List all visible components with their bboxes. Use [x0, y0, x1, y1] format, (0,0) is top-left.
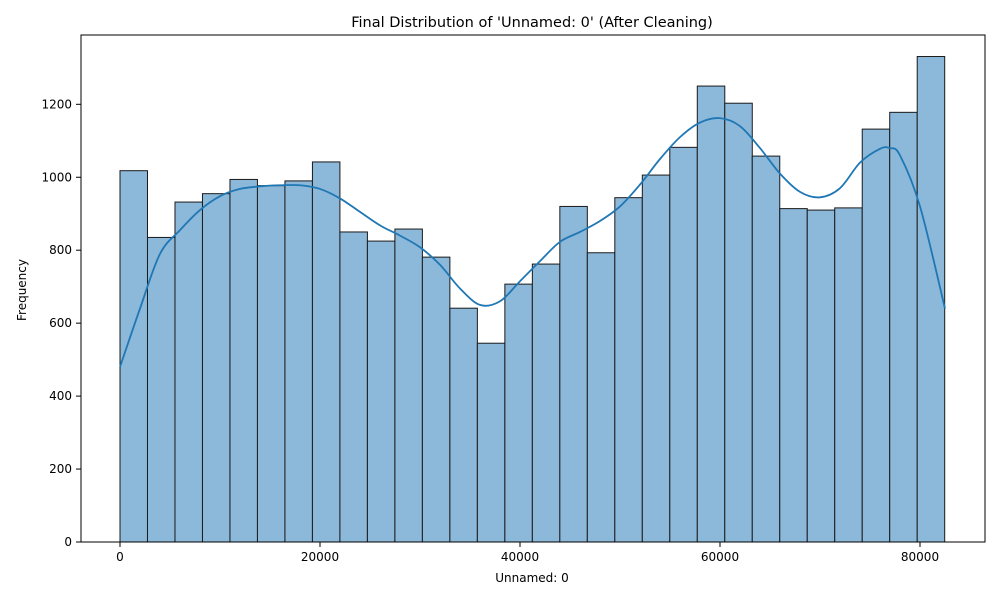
- kde-curve: [119, 117, 946, 368]
- histogram-bar: [476, 342, 506, 543]
- histogram-bar: [586, 252, 616, 543]
- y-tick-label: 1200: [41, 97, 72, 111]
- y-tick-label: 200: [49, 462, 72, 476]
- histogram-bar: [146, 236, 176, 543]
- y-tick-label: 400: [49, 389, 72, 403]
- x-axis-label: Unnamed: 0: [495, 571, 569, 585]
- histogram-bar: [366, 240, 396, 543]
- histogram-bar: [504, 283, 533, 543]
- histogram-bar: [751, 155, 781, 543]
- histogram-bars: [119, 56, 946, 543]
- x-tick-label: 0: [116, 550, 124, 564]
- x-tick-label: 80000: [901, 550, 939, 564]
- x-tick-label: 20000: [301, 550, 339, 564]
- histogram-bar: [256, 185, 286, 543]
- chart-title: Final Distribution of 'Unnamed: 0' (Afte…: [351, 15, 713, 31]
- histogram-bar: [174, 201, 203, 543]
- histogram-bar: [311, 161, 341, 543]
- histogram-bar: [229, 178, 258, 543]
- y-tick-label: 1000: [41, 170, 72, 184]
- y-axis-label: Frequency: [15, 259, 29, 321]
- histogram-bar: [201, 193, 231, 543]
- histogram-bar: [889, 111, 918, 543]
- histogram-bar: [394, 228, 423, 543]
- y-tick-label: 600: [49, 316, 72, 330]
- histogram-bar: [779, 208, 808, 543]
- histogram-bar: [421, 256, 451, 543]
- histogram-bar: [916, 56, 946, 543]
- y-tick-label: 800: [49, 243, 72, 257]
- histogram-bar: [559, 205, 588, 543]
- histogram-bar: [696, 85, 726, 543]
- histogram-bar: [641, 174, 671, 543]
- histogram-bar: [614, 197, 643, 543]
- histogram-bar: [449, 307, 478, 543]
- histogram-bar: [861, 128, 891, 543]
- histogram-bar: [834, 207, 863, 543]
- x-axis-ticks: 0 20000 40000 60000 80000: [116, 542, 939, 564]
- histogram-bar: [339, 231, 368, 543]
- x-tick-label: 40000: [501, 550, 539, 564]
- plot-frame: [80, 34, 986, 543]
- y-axis-ticks: 0 200 400 600 800 1000 1200: [41, 97, 81, 549]
- histogram-bar: [806, 209, 836, 543]
- histogram-bar: [669, 146, 698, 543]
- histogram-bar: [284, 180, 313, 543]
- y-tick-label: 0: [64, 535, 72, 549]
- histogram-bar: [531, 263, 561, 543]
- histogram-bar: [119, 170, 148, 543]
- histogram-bar: [724, 102, 753, 543]
- x-tick-label: 60000: [701, 550, 739, 564]
